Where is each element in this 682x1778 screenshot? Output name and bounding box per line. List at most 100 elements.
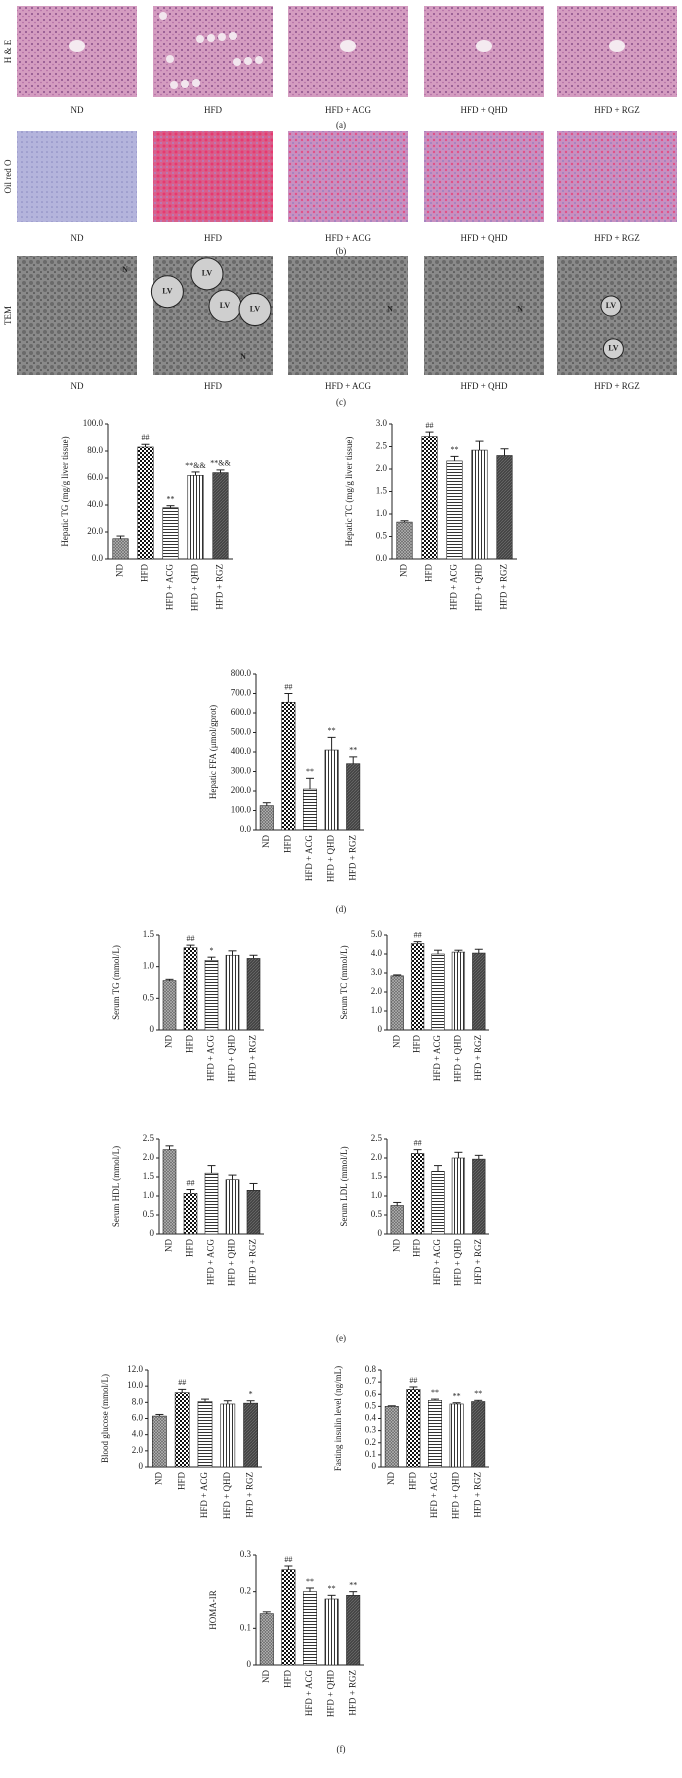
y-tick-label: 0.3 [240,1549,252,1559]
bar [246,1190,261,1235]
bar [451,1157,466,1235]
bar [112,538,129,560]
error-bar [393,1201,402,1206]
vacuole [192,79,200,87]
bar [187,474,204,560]
bar [406,1389,421,1468]
vacuole [229,32,237,40]
bar [137,446,154,560]
bar [346,1595,361,1666]
bar [162,507,179,560]
y-tick-label: 2.5 [143,1133,155,1143]
y-tick-label: 2.0 [376,463,388,473]
y-tick-label: 2.0 [143,1152,155,1162]
y-tick-label: 3.0 [376,418,388,428]
bar [243,1402,258,1468]
y-tick-label: 2.0 [371,1152,383,1162]
y-tick-label: 6.0 [132,1413,144,1423]
column-label: HFD + RGZ [594,105,640,115]
error-bar [413,1149,422,1154]
significance: ** [167,495,175,504]
bar [471,1401,486,1468]
micrograph [17,256,137,375]
y-tick-label: 500.0 [231,727,252,737]
x-tick-label: HFD + RGZ [347,835,357,881]
error-bar [349,1591,358,1596]
bar [472,1158,486,1235]
bar [281,701,296,831]
bar [431,953,445,1031]
error-bar [228,1174,237,1180]
significance: ** [453,1392,461,1401]
tem-mark: LV [202,269,213,278]
x-tick-label: HFD + QHD [451,1472,461,1520]
y-tick-label: 2.0 [132,1445,144,1455]
error-bar [155,1413,164,1417]
bar [162,1149,177,1235]
error-bar [425,431,434,437]
lipid-vacuole [600,295,622,317]
y-tick-label: 0.5 [143,992,155,1002]
x-tick-label: HFD + QHD [227,1035,237,1083]
significance: ## [284,682,292,691]
column-label: HFD + QHD [460,233,508,243]
x-tick-label: HFD [412,1239,422,1258]
vacuole [218,33,226,41]
column-label: HFD + ACG [325,381,372,391]
y-axis-label: Hepatic FFA (μmol/gprot) [208,705,218,799]
micrograph [424,131,544,222]
significance: **&& [185,461,206,470]
y-tick-label: 1.0 [371,1005,383,1015]
y-axis-label: Hepatic TC (mg/g liver tissue) [344,437,354,547]
x-tick-label: HFD + QHD [474,564,484,612]
y-tick-label: 0 [378,1024,383,1034]
tem-mark: LV [220,301,231,310]
y-tick-label: 2.0 [371,986,383,996]
y-tick-label: 400.0 [231,746,252,756]
error-bar [434,949,442,954]
vacuole [170,81,178,89]
x-tick-label: ND [386,1472,396,1485]
micrograph [17,131,137,222]
y-tick-label: 0.0 [376,553,388,563]
significance: ## [426,421,434,430]
y-tick-label: 40.0 [87,499,103,509]
y-tick-label: 1.0 [371,1190,383,1200]
x-tick-label: HFD + ACG [199,1472,209,1519]
vacuole [181,80,189,88]
tem-mark: LV [606,301,617,310]
error-bar [474,1399,483,1402]
x-tick-label: HFD + RGZ [472,1472,482,1518]
bar [390,1205,404,1235]
significance: ** [328,1584,336,1593]
y-tick-label: 0.8 [365,1364,377,1374]
bar [183,1193,198,1235]
bar [197,1401,213,1468]
x-tick-label: HFD + ACG [304,835,314,882]
tem-mark: N [517,304,523,313]
error-bar [228,950,237,956]
significance: ** [451,445,459,454]
x-tick-label: ND [153,1472,163,1485]
y-tick-label: 0 [372,1461,377,1471]
y-tick-label: 0 [247,1659,252,1669]
bar [281,1569,296,1666]
vacuole [159,12,167,20]
y-tick-label: 0.5 [143,1209,155,1219]
y-axis-label: Serum TC (mmol/L) [339,945,349,1019]
bar [390,975,404,1031]
y-tick-label: 0.2 [240,1586,251,1596]
error-bar [249,954,258,959]
significance: ## [187,934,195,943]
x-tick-label: HFD [424,564,434,583]
row-label: H & E [3,39,13,63]
x-tick-label: HFD + ACG [206,1239,216,1286]
tem-mark: N [387,304,393,313]
error-bar [400,520,409,523]
x-tick-label: HFD + QHD [227,1239,237,1287]
error-bar [186,1189,195,1194]
x-tick-label: HFD + ACG [304,1670,314,1717]
bar [346,763,361,831]
y-tick-label: 200.0 [231,785,252,795]
